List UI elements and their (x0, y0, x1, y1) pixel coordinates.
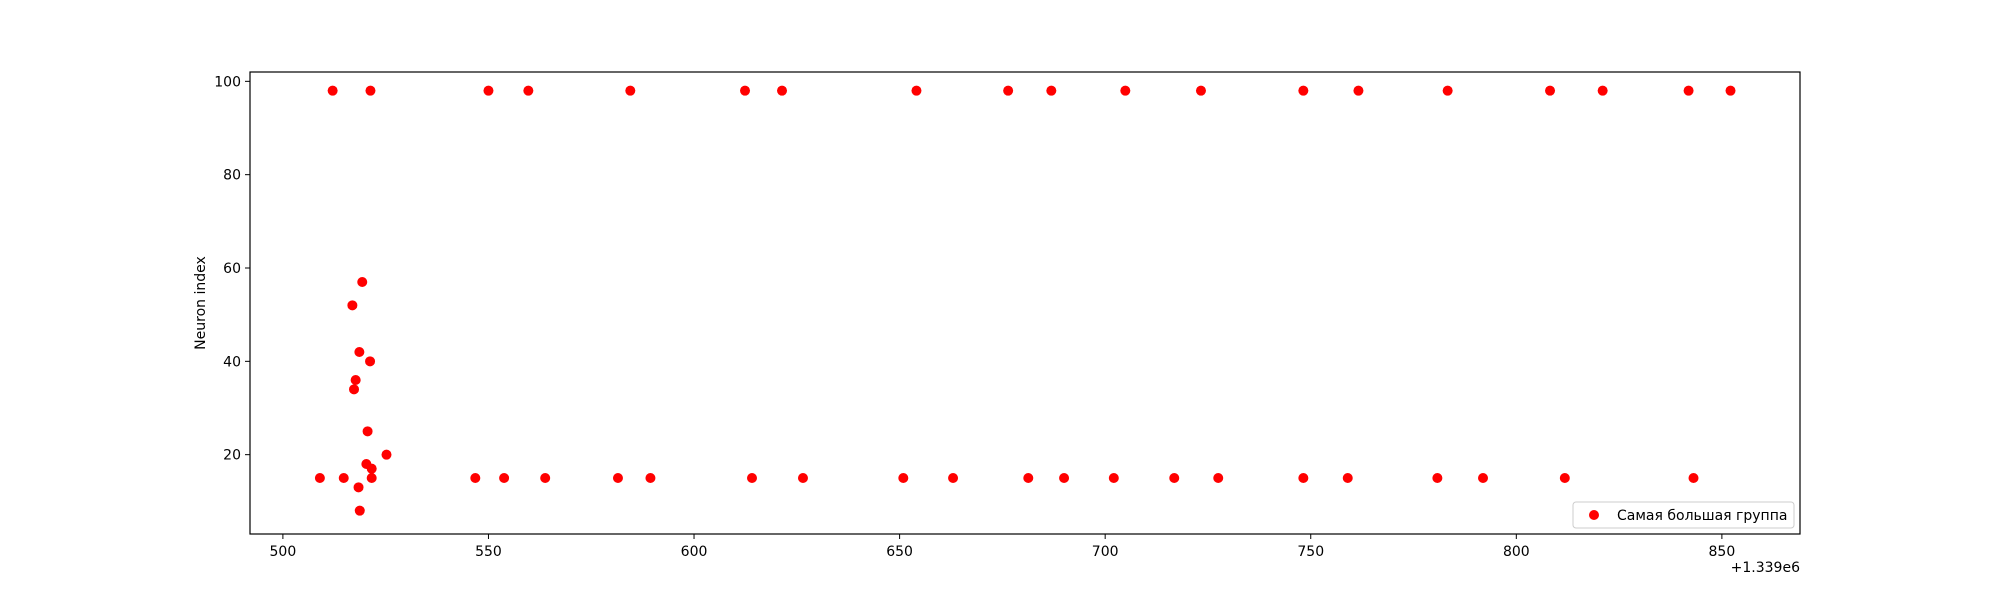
data-point (1108, 473, 1119, 483)
data-point (797, 473, 808, 483)
data-point (381, 449, 392, 460)
x-tick-label: 550 (475, 544, 502, 560)
data-point (1298, 473, 1309, 483)
data-point (365, 85, 376, 96)
data-point (347, 300, 358, 311)
data-point (1195, 85, 1206, 96)
data-point (366, 473, 377, 483)
y-tick-label: 20 (223, 448, 241, 464)
data-point (612, 473, 623, 483)
data-point (1003, 85, 1014, 96)
x-tick-label: 800 (1503, 544, 1530, 560)
plot-frame (249, 71, 1801, 535)
legend: Самая большая группа (1572, 501, 1795, 529)
x-tick-label: 500 (270, 544, 297, 560)
data-point (1120, 85, 1131, 96)
data-point (338, 473, 349, 483)
data-point (1432, 473, 1443, 483)
data-points (314, 85, 1736, 516)
y-tick-label: 80 (223, 168, 241, 184)
y-tick-label: 40 (223, 354, 241, 370)
data-point (1046, 85, 1057, 96)
data-point (1559, 473, 1570, 483)
x-axis: 500 550 600 650 700 750 800 850 (270, 534, 1736, 560)
data-point (1688, 473, 1699, 483)
data-point (483, 85, 494, 96)
data-point (354, 347, 365, 357)
data-point (349, 384, 360, 395)
data-point (1725, 85, 1736, 96)
legend-label: Самая большая группа (1617, 508, 1787, 524)
data-point (625, 85, 636, 96)
x-tick-label: 850 (1709, 544, 1736, 560)
data-point (1298, 85, 1309, 96)
legend-marker (1589, 510, 1599, 520)
data-point (911, 85, 922, 96)
data-point (1059, 473, 1070, 483)
data-point (523, 85, 534, 96)
x-tick-label: 750 (1297, 544, 1324, 560)
data-point (747, 473, 758, 483)
data-point (362, 426, 373, 437)
data-point (1353, 85, 1364, 96)
data-point (499, 473, 510, 483)
data-point (366, 463, 377, 474)
x-tick-label: 700 (1092, 544, 1119, 560)
data-point (1478, 473, 1489, 483)
data-point (357, 277, 368, 287)
y-axis-label: Neuron index (193, 256, 209, 350)
data-point (314, 473, 325, 483)
data-point (365, 356, 376, 367)
y-axis: 20 40 60 80 100 (214, 74, 250, 464)
data-point (1683, 85, 1694, 96)
x-tick-label: 650 (886, 544, 913, 560)
data-point (470, 473, 481, 483)
data-point (898, 473, 909, 483)
data-point (354, 505, 365, 516)
data-point (740, 85, 751, 96)
data-point (1442, 85, 1453, 96)
data-point (1342, 473, 1353, 483)
data-point (353, 482, 364, 493)
data-point (327, 85, 338, 96)
data-point (1169, 473, 1180, 483)
data-point (1597, 85, 1608, 96)
data-point (540, 473, 551, 483)
x-axis-offset-label: +1.339e6 (1731, 560, 1800, 576)
y-tick-label: 60 (223, 261, 241, 277)
data-point (1545, 85, 1556, 96)
data-point (350, 375, 361, 385)
data-point (948, 473, 959, 483)
legend-box (1572, 501, 1795, 529)
y-tick-label: 100 (214, 74, 241, 90)
x-tick-label: 600 (681, 544, 708, 560)
data-point (1213, 473, 1224, 483)
data-point (777, 85, 788, 96)
data-point (645, 473, 656, 483)
data-point (1023, 473, 1034, 483)
